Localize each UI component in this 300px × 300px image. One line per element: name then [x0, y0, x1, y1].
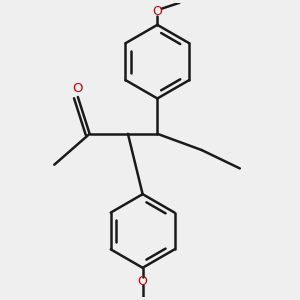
Text: O: O [73, 82, 83, 95]
Text: O: O [152, 5, 162, 18]
Text: O: O [138, 274, 148, 287]
